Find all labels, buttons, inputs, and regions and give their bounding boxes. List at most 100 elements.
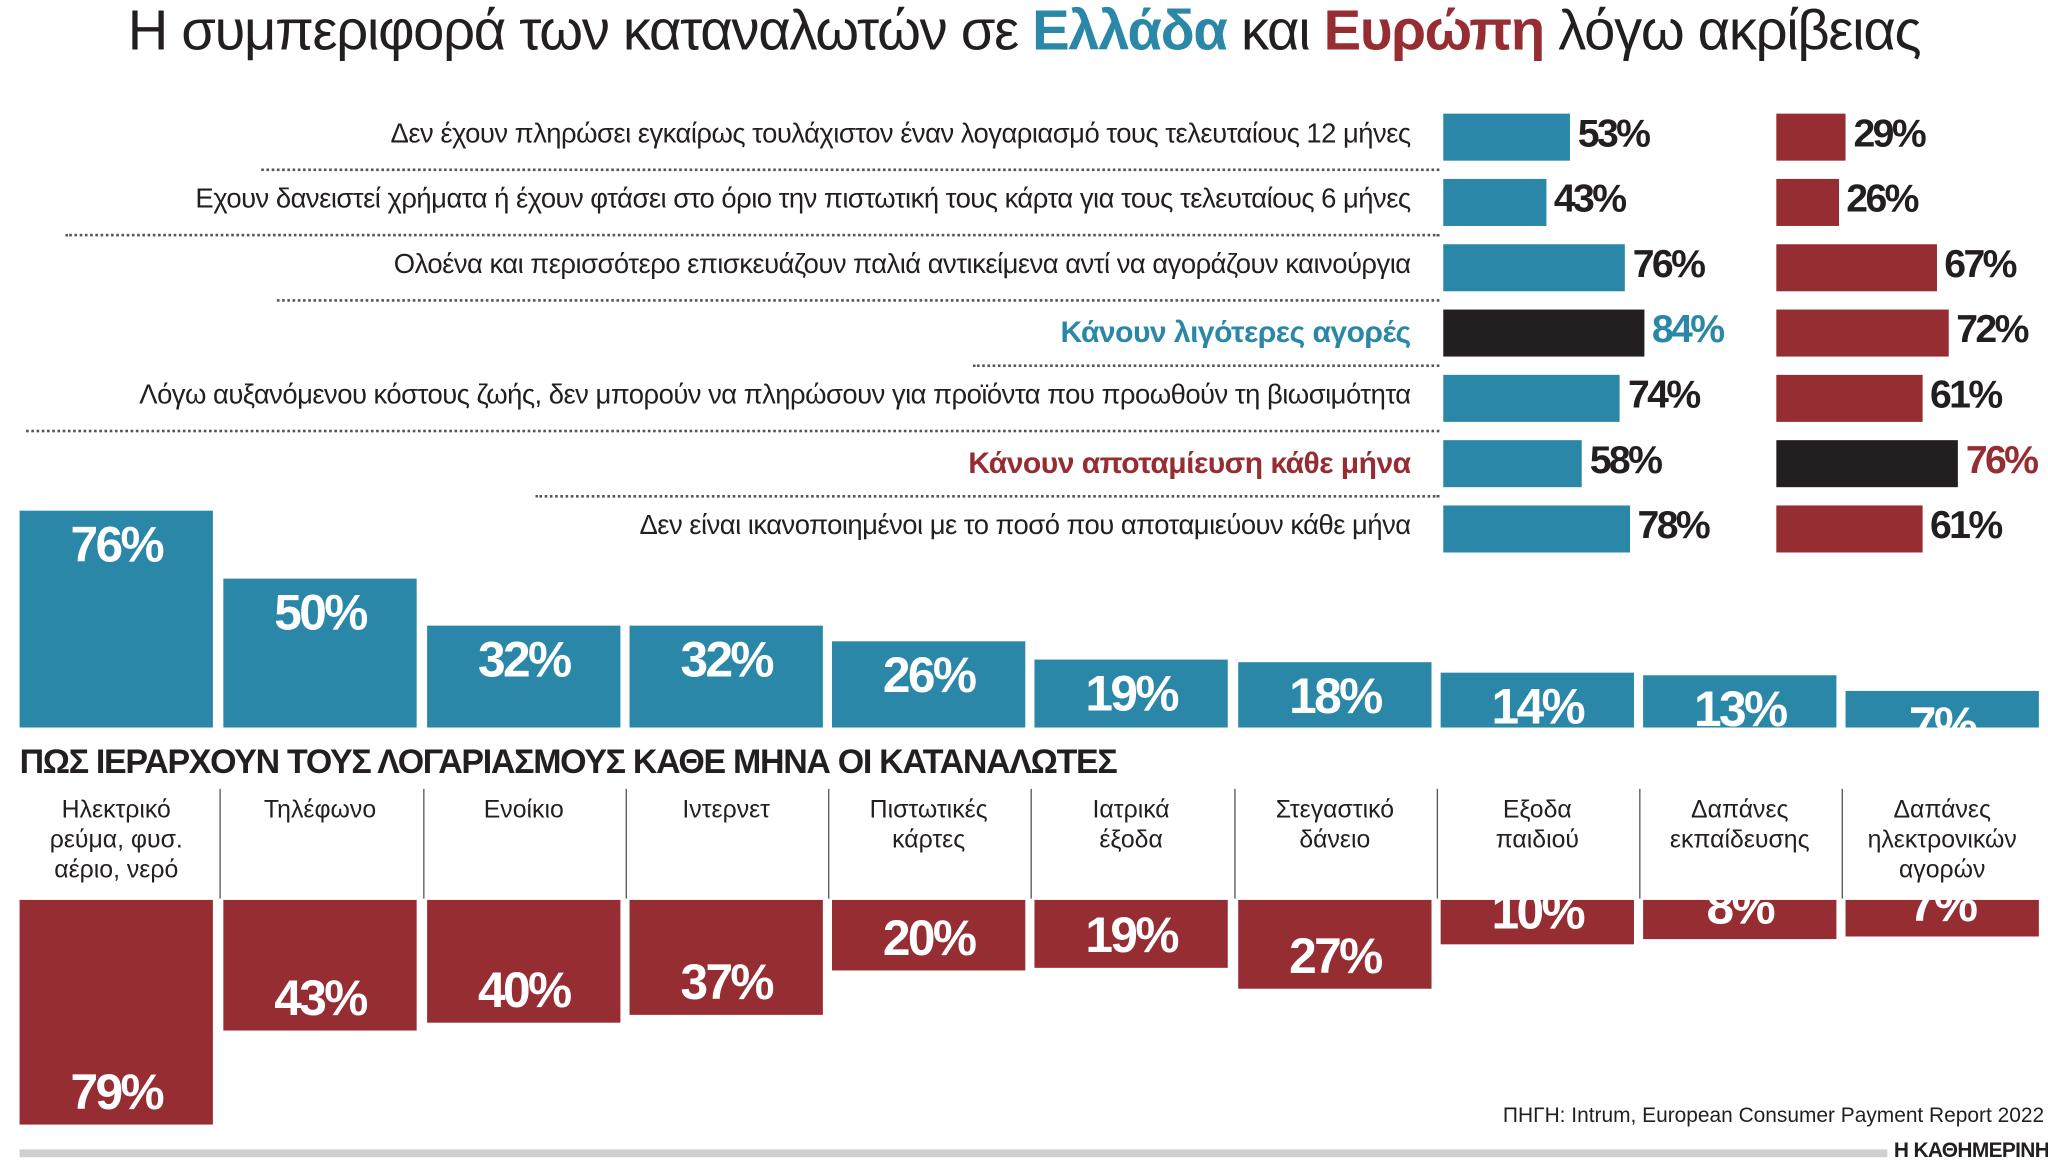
europe-bar — [1776, 309, 1949, 357]
europe-bar — [1776, 113, 1846, 161]
greece-column-label: 7% — [1908, 698, 1978, 754]
greece-bar — [1443, 505, 1630, 553]
europe-bar — [1776, 440, 1958, 488]
column-separator — [1234, 788, 1236, 899]
europe-column-label: 79% — [70, 1065, 164, 1121]
greece-bar — [1443, 309, 1645, 357]
category-label: Ιντερνετ — [628, 795, 824, 825]
greece-column-label: 76% — [70, 518, 164, 574]
greece-column: 13% — [1643, 675, 1837, 738]
category-label-line: αγορών — [1898, 856, 1986, 885]
europe-value-label: 67% — [1944, 242, 2017, 287]
bills-chart-title: ΠΩΣ ΙΕΡΑΡΧΟΥΝ ΤΟΥΣ ΛΟΓΑΡΙΑΣΜΟΥΣ ΚΑΘΕ ΜΗΝ… — [19, 741, 1118, 782]
europe-column: 10% — [1440, 886, 1634, 945]
category-label: Ενοίκιο — [426, 795, 622, 825]
category-label-line: κάρτες — [892, 826, 966, 855]
greece-value-label: 78% — [1637, 504, 1711, 548]
category-label-line: Ιατρικά — [1092, 796, 1170, 825]
title-greece: Ελλάδα — [1032, 0, 1228, 63]
category-label: Δαπάνες εκπαίδευσης — [1642, 795, 1838, 855]
europe-column: 79% — [19, 899, 213, 1125]
row-divider — [261, 168, 1440, 172]
category-label: Δαπάνες ηλεκτρονικών αγορών — [1844, 795, 2040, 885]
row-divider — [535, 495, 1440, 498]
source-note: ΠΗΓΗ: Intrum, European Consumer Payment … — [1502, 1104, 2045, 1128]
greece-column-label: 50% — [274, 586, 368, 642]
row-label: Κάνουν λιγότερες αγορές — [1060, 314, 1412, 349]
europe-column-label: 37% — [680, 956, 774, 1011]
europe-bar — [1776, 374, 1923, 422]
category-label-line: ρεύμα, φυσ. — [49, 826, 183, 855]
greece-column: 32% — [629, 625, 823, 728]
greece-column-label: 18% — [1289, 670, 1383, 725]
column-separator — [219, 788, 221, 899]
title-europe: Ευρώπη — [1323, 0, 1546, 63]
category-label-line: Ενοίκιο — [483, 796, 564, 825]
row-divider — [973, 364, 1440, 368]
greece-column-label: 14% — [1491, 680, 1586, 736]
category-label: Ιατρικά έξοδα — [1033, 795, 1229, 855]
europe-column-label: 19% — [1085, 909, 1179, 964]
category-label-line: αέριο, νερό — [54, 856, 179, 885]
europe-column: 20% — [831, 899, 1026, 971]
greece-value-label: 84% — [1651, 308, 1725, 352]
europe-column-label: 40% — [477, 963, 572, 1019]
category-label-line: Εξοδα — [1502, 796, 1572, 825]
europe-column: 8% — [1643, 880, 1837, 940]
europe-column-label: 43% — [274, 971, 368, 1027]
greece-column: 32% — [427, 625, 621, 728]
category-label-line: Ιντερνετ — [682, 796, 770, 825]
europe-column: 7% — [1845, 878, 2039, 937]
europe-value-label: 26% — [1846, 177, 1919, 221]
greece-value-label: 58% — [1589, 438, 1663, 482]
greece-column: 14% — [1440, 672, 1634, 735]
greece-value-label: 43% — [1553, 177, 1627, 221]
category-label-line: δάνειο — [1299, 826, 1371, 855]
row-divider — [26, 429, 1440, 433]
column-separator — [1030, 788, 1032, 899]
category-label: Πιστωτικές κάρτες — [831, 795, 1027, 855]
europe-column-label: 8% — [1706, 880, 1775, 936]
europe-column: 40% — [427, 899, 621, 1023]
column-separator — [423, 788, 425, 899]
europe-value-label: 61% — [1929, 373, 2003, 417]
europe-value-label: 76% — [1965, 438, 2039, 482]
category-label-line: Στεγαστικό — [1275, 796, 1395, 825]
europe-value-label: 29% — [1853, 112, 1926, 156]
column-separator — [1841, 788, 1843, 899]
category-label-line: Δαπάνες — [1690, 796, 1789, 825]
europe-value-label: 61% — [1929, 504, 2003, 548]
greece-column-label: 32% — [477, 633, 572, 689]
greece-value-label: 53% — [1577, 112, 1651, 156]
row-label: Δεν έχουν πληρώσει εγκαίρως τουλάχιστον … — [390, 118, 1412, 149]
row-label: Κάνουν αποταμίευση κάθε μήνα — [968, 445, 1411, 480]
greece-value-label: 76% — [1632, 242, 1706, 287]
title-text: και — [1226, 0, 1324, 63]
category-label-line: ηλεκτρονικών — [1867, 826, 2017, 855]
europe-bar — [1776, 178, 1839, 226]
europe-value-label: 72% — [1956, 308, 2029, 352]
category-label-line: εκπαίδευσης — [1669, 826, 1810, 855]
column-separator — [1639, 788, 1641, 899]
row-divider — [65, 233, 1440, 237]
greece-column: 76% — [19, 510, 213, 728]
greece-column: 7% — [1845, 690, 2039, 754]
europe-column-label: 7% — [1908, 877, 1978, 933]
europe-bar — [1776, 244, 1937, 292]
category-label: Τηλέφωνο — [222, 795, 418, 825]
category-label-line: έξοδα — [1099, 826, 1163, 855]
greece-column-label: 32% — [680, 633, 774, 689]
category-label-line: Πιστωτικές — [869, 796, 988, 825]
title-text: Η συμπεριφορά των καταναλωτών σε — [127, 0, 1033, 63]
greece-column-label: 26% — [882, 649, 977, 704]
category-label-line: Δαπάνες — [1893, 796, 1991, 825]
category-label: Ηλεκτρικό ρεύμα, φυσ. αέριο, νερό — [18, 795, 214, 885]
row-label: Εχουν δανειστεί χρήματα ή έχουν φτάσει σ… — [195, 184, 1411, 215]
brand-logo: Η ΚΑΘΗΜΕΡΙΝΗ — [1893, 1140, 2048, 1163]
europe-column-label: 20% — [882, 911, 977, 967]
greece-column-label: 19% — [1085, 667, 1179, 723]
europe-column: 37% — [629, 899, 823, 1015]
footer-rule — [19, 1149, 1888, 1158]
europe-column: 19% — [1034, 899, 1228, 968]
